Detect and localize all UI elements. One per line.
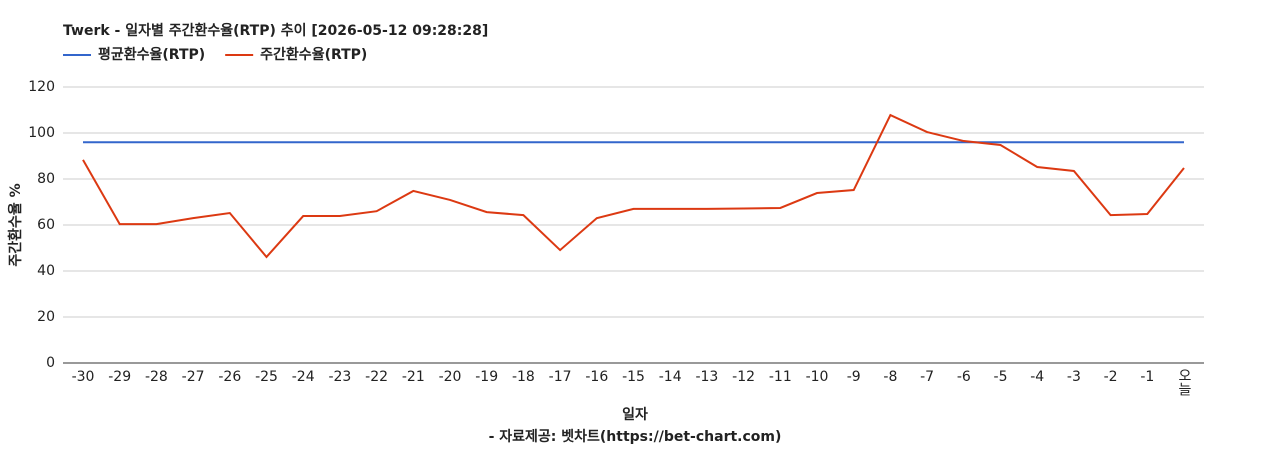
y-tick-label: 100 [28, 125, 55, 141]
footnote: - 자료제공: 벳차트(https://bet-chart.com) [489, 428, 782, 445]
x-tick-label: -18 [512, 369, 535, 385]
x-tick-label: -28 [145, 369, 168, 385]
x-tick-label: -29 [108, 369, 131, 385]
y-tick-label: 40 [37, 263, 55, 279]
x-tick-label: -10 [806, 369, 829, 385]
x-tick-label: -24 [292, 369, 315, 385]
x-tick-label: -20 [439, 369, 462, 385]
x-tick-label: -3 [1067, 369, 1081, 385]
x-tick-label: -9 [847, 369, 861, 385]
x-tick-label: -7 [920, 369, 934, 385]
chart-title: Twerk - 일자별 주간환수율(RTP) 추이 [2026-05-12 09… [63, 22, 488, 39]
x-tick-label: -12 [732, 369, 755, 385]
legend-label: 평균환수율(RTP) [98, 46, 205, 63]
y-tick-label: 0 [46, 355, 55, 371]
x-axis-title: 일자 [622, 407, 648, 423]
y-axis-title: 주간환수율 % [7, 183, 24, 266]
legend-label: 주간환수율(RTP) [260, 46, 367, 63]
x-tick-label: -13 [695, 369, 718, 385]
x-tick-label: -4 [1030, 369, 1044, 385]
x-tick-label: -1 [1140, 369, 1154, 385]
x-tick-label: -19 [475, 369, 498, 385]
x-tick-label: -22 [365, 369, 388, 385]
series-line [82, 113, 1185, 259]
x-tick-label: -21 [402, 369, 425, 385]
x-tick-label: -11 [769, 369, 792, 385]
x-tick-label: -5 [994, 369, 1008, 385]
x-tick-label: -2 [1104, 369, 1118, 385]
y-tick-label: 80 [37, 171, 55, 187]
x-tick-label: -26 [218, 369, 241, 385]
x-tick-label: -30 [72, 369, 95, 385]
x-tick-label: -16 [585, 369, 608, 385]
x-tick-label: -17 [549, 369, 572, 385]
x-tick-label: -8 [883, 369, 897, 385]
y-tick-label: 60 [37, 217, 55, 233]
x-tick-label: 오늘 [1176, 368, 1192, 396]
x-tick-label: -14 [659, 369, 682, 385]
x-tick-label: -27 [182, 369, 205, 385]
x-tick-label: -15 [622, 369, 645, 385]
y-tick-label: 20 [37, 309, 55, 325]
x-tick-label: -25 [255, 369, 278, 385]
y-tick-label: 120 [28, 79, 55, 95]
x-tick-label: -23 [328, 369, 351, 385]
x-tick-label: -6 [957, 369, 971, 385]
